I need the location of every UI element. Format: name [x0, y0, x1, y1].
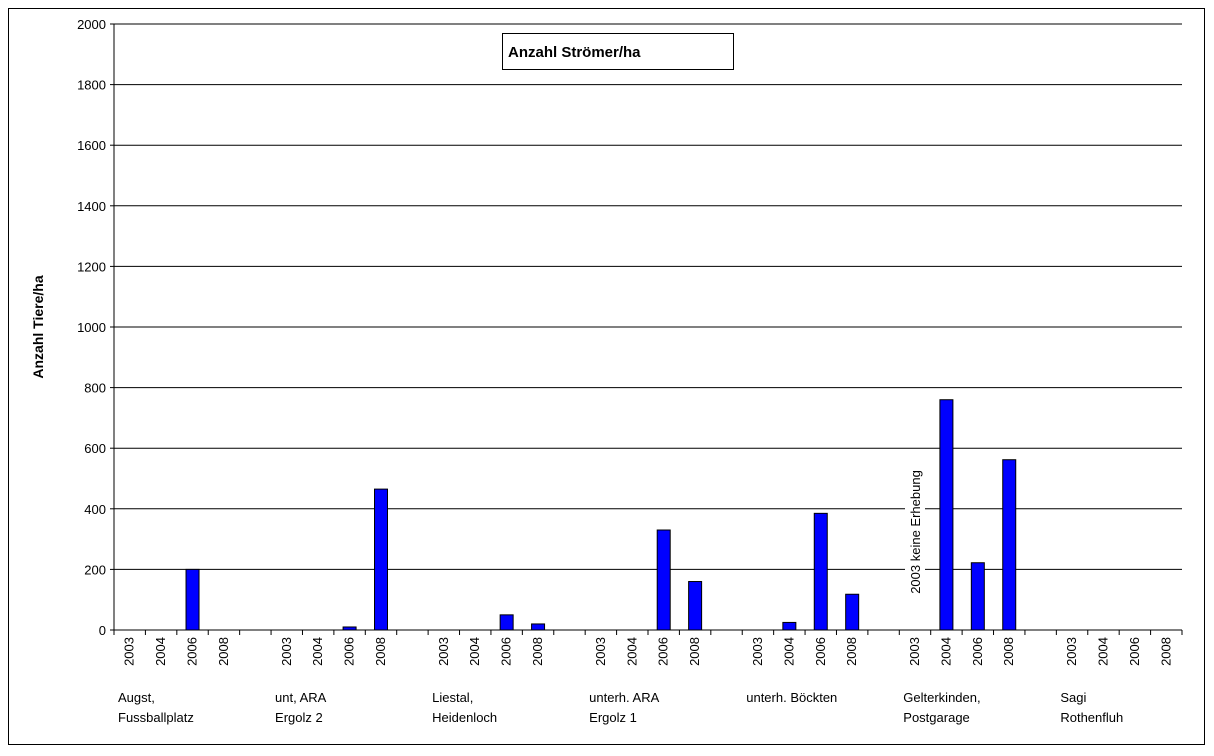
x-tick-label: 2008	[844, 637, 859, 666]
group-label: Heidenloch	[432, 710, 497, 725]
bar	[813, 512, 828, 631]
bar	[656, 529, 671, 631]
x-tick-label: 2003	[750, 637, 765, 666]
y-tick-label: 400	[84, 502, 106, 517]
bar	[845, 593, 860, 631]
bar	[531, 623, 546, 631]
x-tick-label: 2003	[593, 637, 608, 666]
x-tick-label: 2008	[1158, 637, 1173, 666]
x-tick-label: 2008	[373, 637, 388, 666]
x-tick-label: 2008	[1001, 637, 1016, 666]
bar	[939, 399, 954, 631]
bar	[688, 581, 703, 631]
x-tick-label: 2004	[153, 637, 168, 666]
y-tick-label: 600	[84, 441, 106, 456]
x-tick-label: 2008	[216, 637, 231, 666]
title-box	[502, 33, 734, 70]
x-tick-label: 2004	[310, 637, 325, 666]
y-tick-label: 1200	[77, 259, 106, 274]
x-tick-label: 2003	[436, 637, 451, 666]
group-label: Rothenfluh	[1060, 710, 1123, 725]
group-label: unt, ARA	[275, 690, 327, 705]
group-label: unterh. ARA	[589, 690, 659, 705]
x-tick-label: 2004	[781, 637, 796, 666]
x-tick-label: 2004	[624, 637, 639, 666]
y-tick-label: 1400	[77, 199, 106, 214]
annotation-bg	[905, 452, 925, 612]
x-tick-label: 2006	[656, 637, 671, 666]
x-tick-label: 2006	[342, 637, 357, 666]
x-tick-label: 2003	[122, 637, 137, 666]
group-label: Augst,	[118, 690, 155, 705]
bar	[185, 568, 200, 631]
bar	[374, 488, 388, 631]
group-label: Liestal,	[432, 690, 473, 705]
bar	[782, 621, 797, 631]
x-tick-label: 2008	[687, 637, 702, 666]
group-label: Sagi	[1060, 690, 1086, 705]
y-tick-label: 2000	[77, 17, 106, 32]
y-tick-label: 800	[84, 381, 106, 396]
x-tick-label: 2006	[185, 637, 200, 666]
x-tick-label: 2003	[907, 637, 922, 666]
x-tick-label: 2003	[1064, 637, 1079, 666]
x-tick-label: 2006	[813, 637, 828, 666]
bar	[499, 614, 514, 631]
x-tick-label: 2006	[1127, 637, 1142, 666]
group-label: Ergolz 2	[275, 710, 323, 725]
group-label: Fussballplatz	[118, 710, 194, 725]
group-label: unterh. Böckten	[746, 690, 837, 705]
x-tick-label: 2003	[279, 637, 294, 666]
annotation: 2003 keine Erhebung	[908, 470, 923, 594]
bar	[1002, 459, 1017, 631]
chart-title: Anzahl Strömer/ha	[508, 44, 641, 61]
x-tick-label: 2008	[530, 637, 545, 666]
group-label: Gelterkinden,	[903, 690, 980, 705]
y-tick-label: 200	[84, 562, 106, 577]
x-tick-label: 2006	[499, 637, 514, 666]
group-label: Postgarage	[903, 710, 970, 725]
y-tick-label: 0	[99, 623, 106, 638]
x-tick-label: 2004	[1095, 637, 1110, 666]
y-tick-label: 1600	[77, 138, 106, 153]
x-tick-label: 2004	[467, 637, 482, 666]
y-tick-label: 1800	[77, 78, 106, 93]
bar	[970, 562, 985, 631]
y-tick-label: 1000	[77, 320, 106, 335]
x-tick-label: 2006	[970, 637, 985, 666]
y-axis-label: Anzahl Tiere/ha	[30, 275, 46, 378]
x-tick-label: 2004	[938, 637, 953, 666]
group-label: Ergolz 1	[589, 710, 637, 725]
bar	[342, 626, 357, 631]
